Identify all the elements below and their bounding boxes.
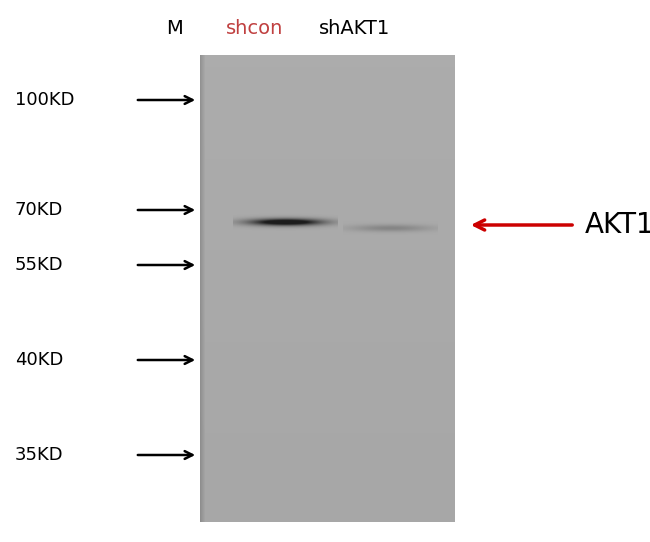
Text: M: M [166,18,183,37]
Text: 40KD: 40KD [15,351,64,369]
Text: 100KD: 100KD [15,91,75,109]
Text: 55KD: 55KD [15,256,64,274]
Text: AKT1: AKT1 [585,211,650,239]
Text: shcon: shcon [226,18,283,37]
Text: shAKT1: shAKT1 [319,18,391,37]
Text: 35KD: 35KD [15,446,64,464]
Text: 70KD: 70KD [15,201,64,219]
